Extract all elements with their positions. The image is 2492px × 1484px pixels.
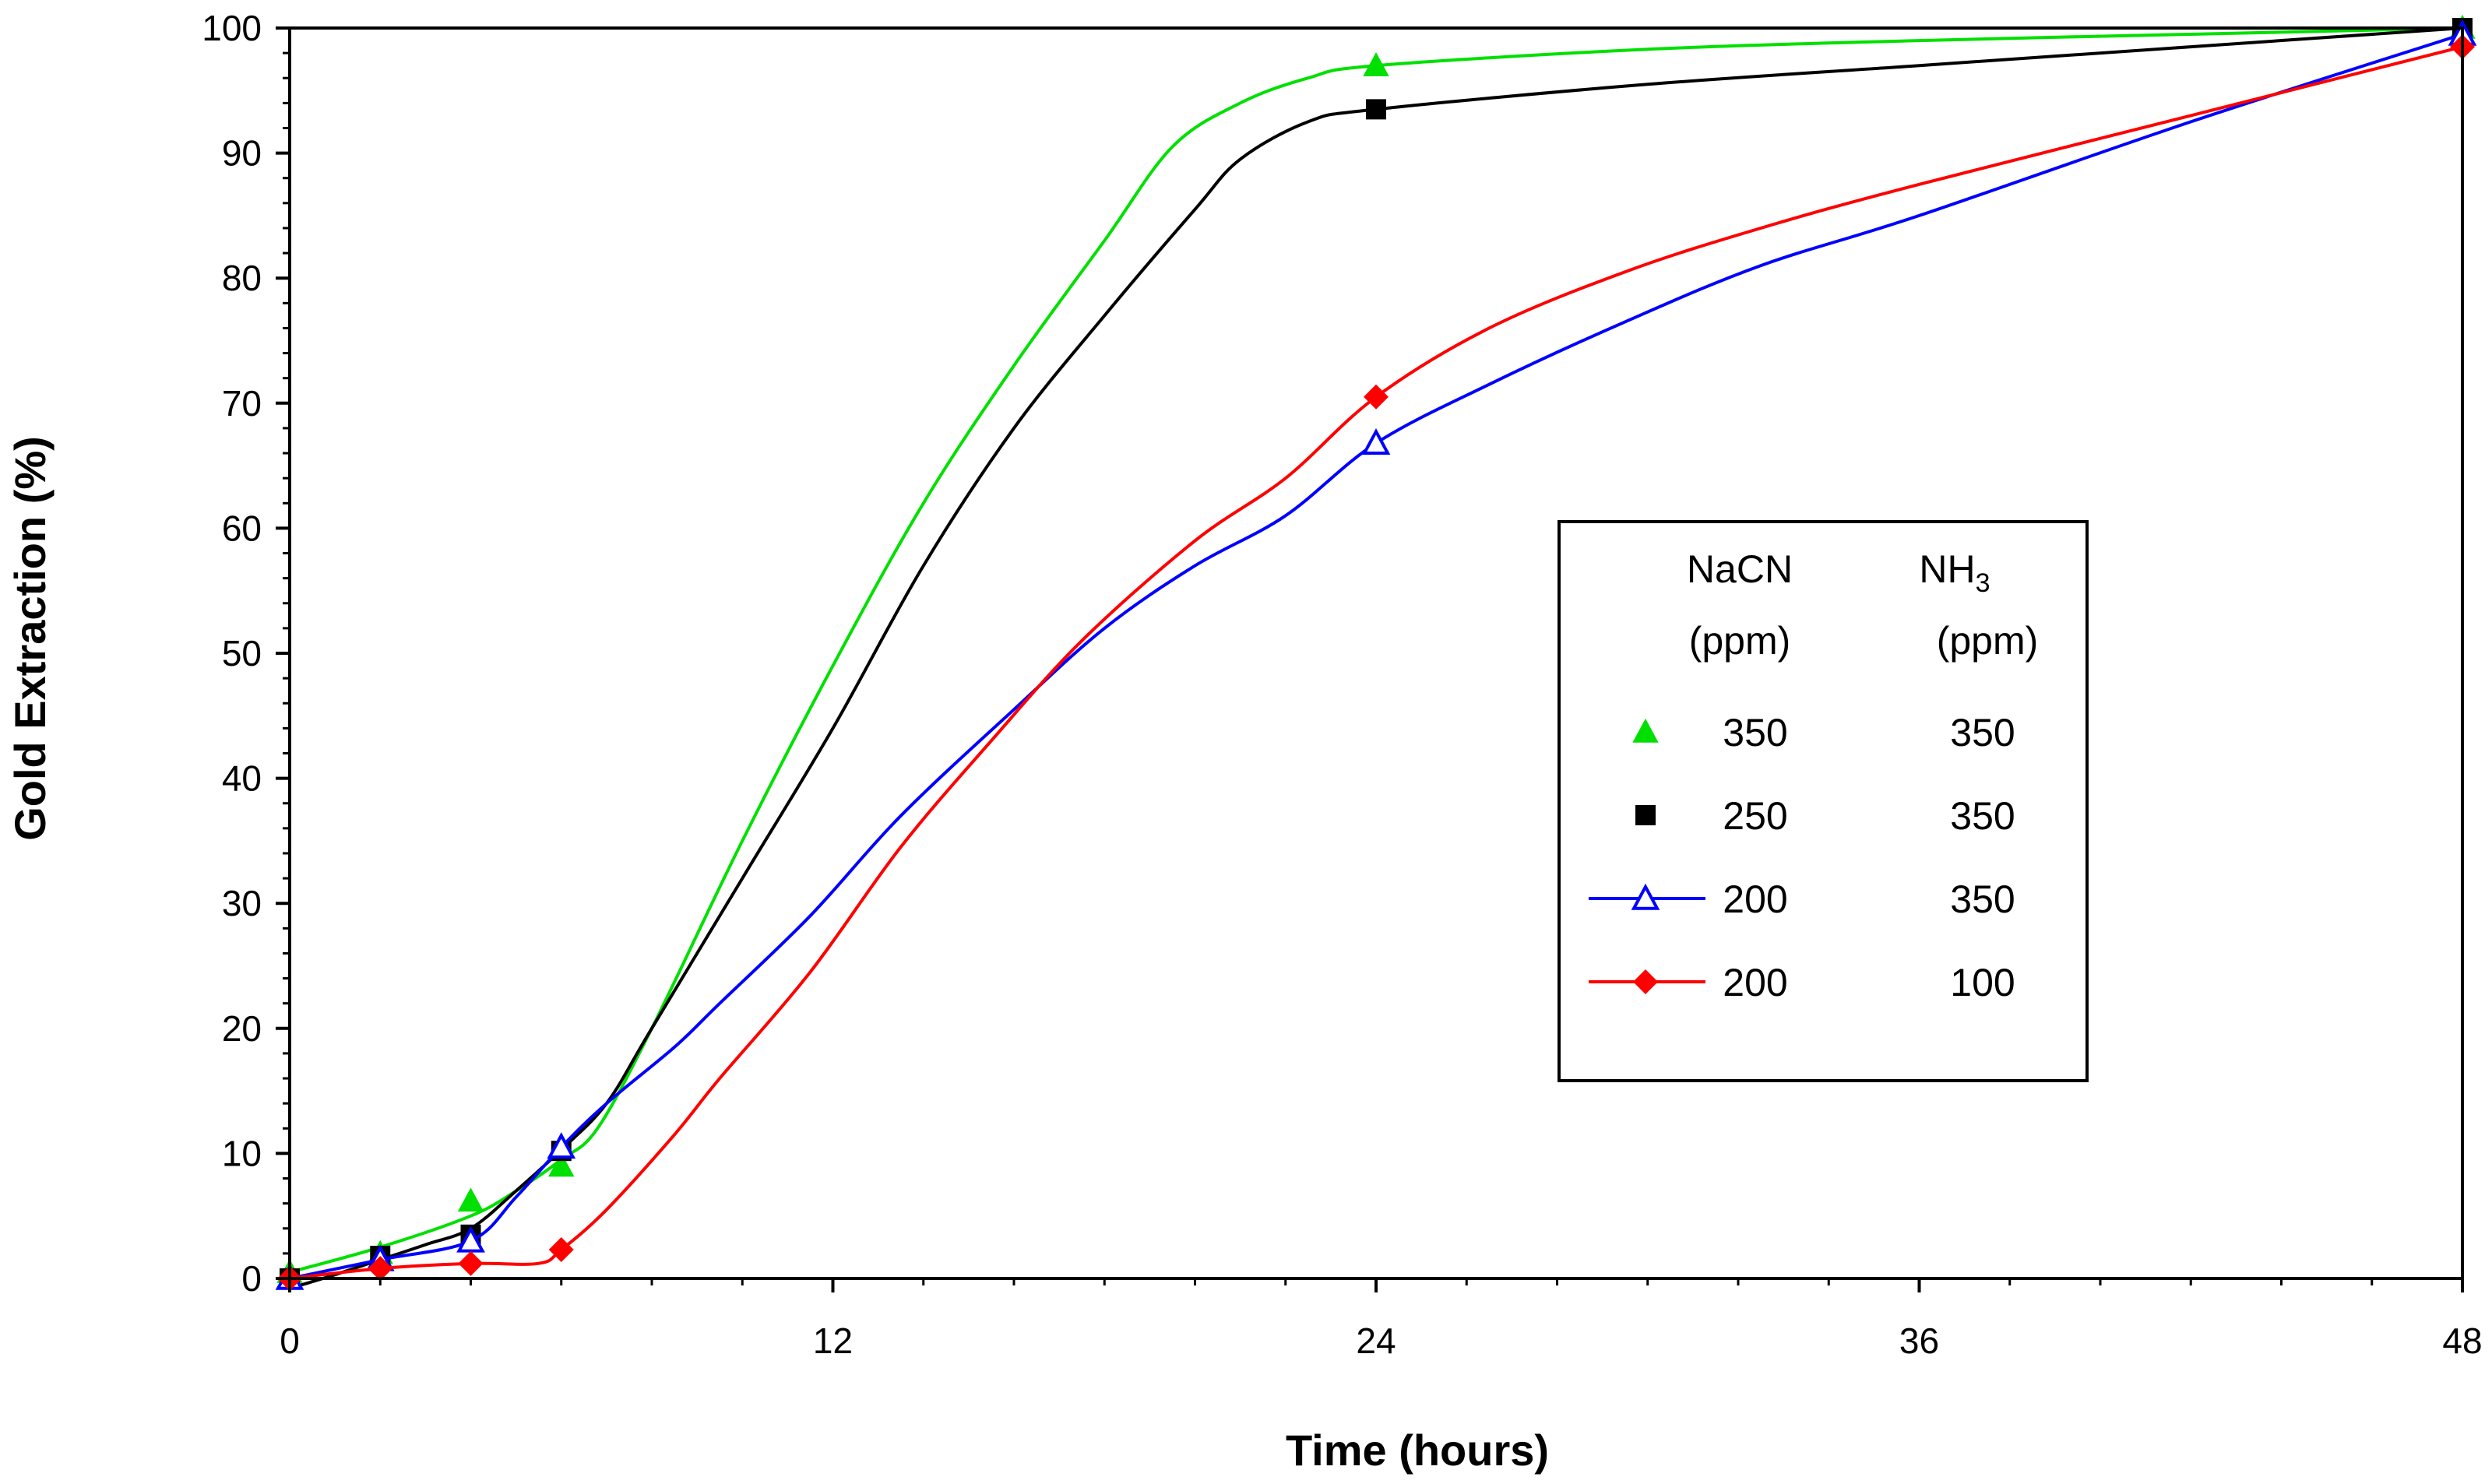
y-tick-label: 10 (222, 1133, 262, 1173)
y-tick-label: 30 (222, 883, 262, 923)
legend-header-nh3-main: NH (1919, 547, 1975, 591)
legend-rows: 350 350 250 350 200 350 200 100 (1589, 711, 2015, 1004)
legend-nh3-value: 350 (1950, 877, 2015, 921)
y-tick-label: 40 (222, 758, 262, 799)
y-tick-label: 60 (222, 508, 262, 548)
y-tick-label: 90 (222, 133, 262, 174)
axes-layer: 0 10 20 30 40 50 60 70 80 90 100 0 12 24 36 48 (202, 8, 2482, 1361)
y-axis-title: Gold Extraction (%) (5, 436, 55, 841)
series-4-point (1364, 384, 1389, 410)
legend-nh3-value: 100 (1950, 961, 2015, 1004)
y-tick-label: 70 (222, 383, 262, 424)
series-3-point (456, 1226, 485, 1253)
x-tick-label: 12 (813, 1320, 853, 1361)
y-tick-label: 50 (222, 633, 262, 673)
series-4 (277, 34, 2475, 1291)
legend-header-nh3: NH3 (1919, 547, 1990, 598)
series-2-line (289, 26, 2463, 1290)
legend-marker (1631, 883, 1660, 910)
legend-marker (1635, 805, 1656, 825)
series-2-point (1366, 99, 1386, 120)
legend-nacn-value: 350 (1723, 711, 1787, 754)
legend-row-2: 250 350 (1635, 794, 2015, 838)
legend-row-4: 200 100 (1589, 961, 2015, 1004)
x-axis-title: Time (hours) (1286, 1426, 1549, 1475)
legend-nh3-value: 350 (1950, 794, 2015, 838)
legend-nacn-value: 200 (1723, 877, 1787, 921)
series-3-point (1361, 427, 1391, 455)
legend-row-1: 350 350 (1632, 711, 2015, 754)
legend-header-nh3-unit: (ppm) (1937, 619, 2039, 663)
x-tick-label: 36 (1899, 1320, 1939, 1361)
y-tick-label: 100 (202, 8, 262, 48)
legend-row-3: 200 350 (1589, 877, 2015, 921)
legend-header-nacn: NaCN (1687, 547, 1793, 591)
x-tick-label: 24 (1356, 1320, 1396, 1361)
legend-marker (1633, 969, 1658, 994)
legend-header-nh3-subscript: 3 (1976, 568, 1990, 598)
series-1-point (548, 1152, 575, 1177)
x-tick-label: 48 (2442, 1320, 2482, 1361)
legend-nacn-value: 250 (1723, 794, 1787, 838)
series-3-point (547, 1132, 576, 1159)
legend-header-nacn-unit: (ppm) (1689, 619, 1791, 663)
legend-marker (1632, 718, 1659, 743)
series-4-point (458, 1250, 484, 1276)
y-tick-label: 0 (241, 1258, 262, 1299)
series-4-point (368, 1256, 393, 1282)
series-4-point (548, 1237, 574, 1263)
series-1-point (1363, 52, 1389, 76)
series-1-point (457, 1187, 484, 1212)
legend-nh3-value: 350 (1950, 711, 2015, 754)
y-tick-label: 80 (222, 258, 262, 298)
legend-nacn-value: 200 (1723, 961, 1787, 1004)
x-tick-label: 0 (280, 1320, 300, 1361)
y-tick-label: 20 (222, 1008, 262, 1049)
